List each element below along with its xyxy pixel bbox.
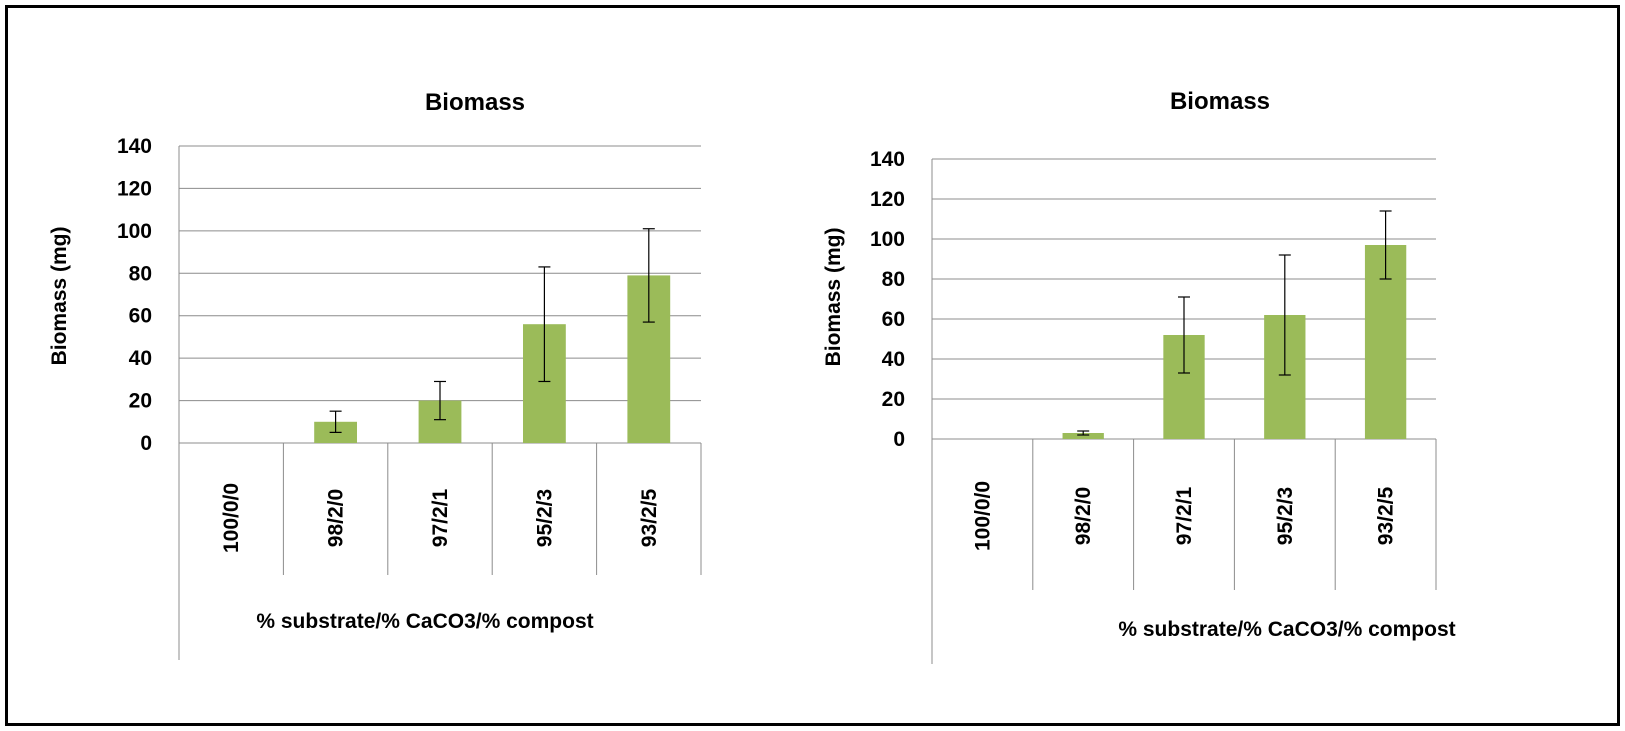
y-tick-label: 100 bbox=[870, 228, 905, 251]
category-label: 97/2/1 bbox=[1173, 486, 1196, 545]
y-tick-label: 80 bbox=[129, 262, 152, 285]
y-tick-label: 120 bbox=[117, 177, 152, 200]
x-axis-label: % substrate/% CaCO3/% compost bbox=[256, 610, 593, 633]
y-tick-label: 60 bbox=[129, 305, 152, 328]
bar bbox=[1062, 433, 1104, 439]
y-tick-label: 100 bbox=[117, 220, 152, 243]
chart-right: Biomass Biomass (mg) % substrate/% CaCO3… bbox=[822, 88, 1456, 664]
y-tick-label: 140 bbox=[870, 148, 905, 171]
y-tick-label: 120 bbox=[870, 188, 905, 211]
category-label: 100/0/0 bbox=[220, 483, 243, 553]
y-tick-label: 60 bbox=[882, 308, 905, 331]
y-axis-label: Biomass (mg) bbox=[822, 228, 845, 367]
category-label: 93/2/5 bbox=[1375, 486, 1398, 545]
y-tick-label: 0 bbox=[140, 432, 152, 455]
chart-left: Biomass Biomass (mg) % substrate/% CaCO3… bbox=[48, 89, 702, 660]
y-axis-label: Biomass (mg) bbox=[48, 227, 71, 366]
category-label: 95/2/3 bbox=[533, 489, 556, 547]
y-tick-label: 40 bbox=[882, 348, 905, 371]
category-label: 95/2/3 bbox=[1274, 487, 1297, 545]
y-tick-label: 40 bbox=[129, 347, 152, 370]
y-tick-label: 20 bbox=[129, 390, 152, 413]
chart-title: Biomass bbox=[425, 89, 525, 116]
x-axis-label: % substrate/% CaCO3/% compost bbox=[1118, 618, 1455, 641]
chart-title: Biomass bbox=[1170, 88, 1270, 115]
category-label: 93/2/5 bbox=[638, 488, 661, 547]
y-tick-label: 20 bbox=[882, 388, 905, 411]
y-tick-label: 140 bbox=[117, 135, 152, 158]
y-tick-label: 80 bbox=[882, 268, 905, 291]
figure-frame bbox=[5, 5, 1620, 726]
y-tick-label: 0 bbox=[893, 428, 905, 451]
category-label: 98/2/0 bbox=[1072, 487, 1095, 545]
category-label: 100/0/0 bbox=[971, 481, 994, 551]
category-label: 98/2/0 bbox=[325, 489, 348, 547]
category-label: 97/2/1 bbox=[429, 488, 452, 547]
